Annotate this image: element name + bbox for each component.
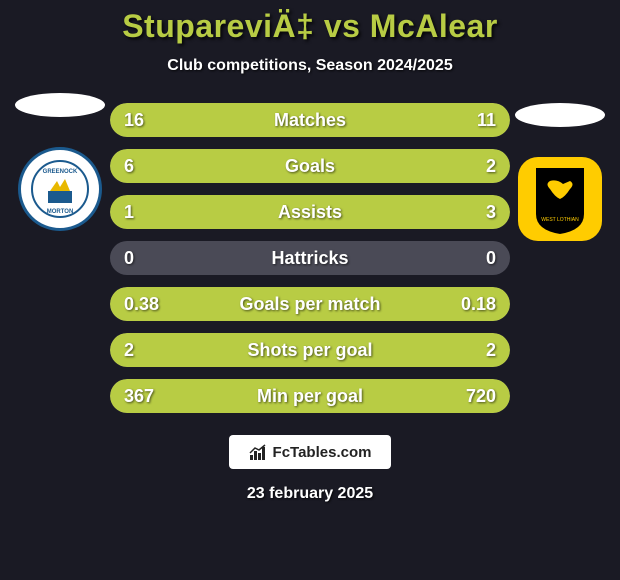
svg-text:MORTON: MORTON	[47, 209, 74, 215]
brand-logo: FcTables.com	[229, 435, 392, 469]
stat-label: Goals	[110, 156, 510, 177]
stats-list: 1611Matches 62Goals 13Assists 00Hattricks 0.…	[110, 103, 510, 413]
main-area: GREENOCK MORTON 1611Matches 62Goals 13Assi…	[0, 103, 620, 413]
chart-icon	[249, 443, 267, 461]
stat-row: 367720Min per goal	[110, 379, 510, 413]
club-badge-left: GREENOCK MORTON	[18, 147, 102, 231]
player-right-badge-area: WEST LOTHIAN	[510, 103, 610, 241]
ellipse-icon	[15, 93, 105, 117]
stat-label: Assists	[110, 202, 510, 223]
stat-label: Shots per goal	[110, 340, 510, 361]
ellipse-icon	[515, 103, 605, 127]
stat-label: Min per goal	[110, 386, 510, 407]
stat-label: Goals per match	[110, 294, 510, 315]
page-subtitle: Club competitions, Season 2024/2025	[167, 57, 452, 75]
livingston-badge-icon: WEST LOTHIAN	[525, 159, 595, 239]
stat-row: 62Goals	[110, 149, 510, 183]
svg-text:GREENOCK: GREENOCK	[43, 169, 78, 175]
stat-row: 22Shots per goal	[110, 333, 510, 367]
morton-badge-icon: GREENOCK MORTON	[30, 159, 90, 219]
footer-date: 23 february 2025	[247, 485, 373, 503]
svg-text:WEST LOTHIAN: WEST LOTHIAN	[541, 217, 579, 223]
stat-row: 13Assists	[110, 195, 510, 229]
stat-label: Matches	[110, 110, 510, 131]
stat-row: 0.380.18Goals per match	[110, 287, 510, 321]
stat-label: Hattricks	[110, 248, 510, 269]
stat-row: 1611Matches	[110, 103, 510, 137]
stat-row: 00Hattricks	[110, 241, 510, 275]
page-title: StupareviÄ‡ vs McAlear	[122, 8, 498, 45]
player-left-badge-area: GREENOCK MORTON	[10, 93, 110, 231]
comparison-container: StupareviÄ‡ vs McAlear Club competitions…	[0, 0, 620, 580]
brand-text: FcTables.com	[273, 444, 372, 461]
club-badge-right: WEST LOTHIAN	[518, 157, 602, 241]
